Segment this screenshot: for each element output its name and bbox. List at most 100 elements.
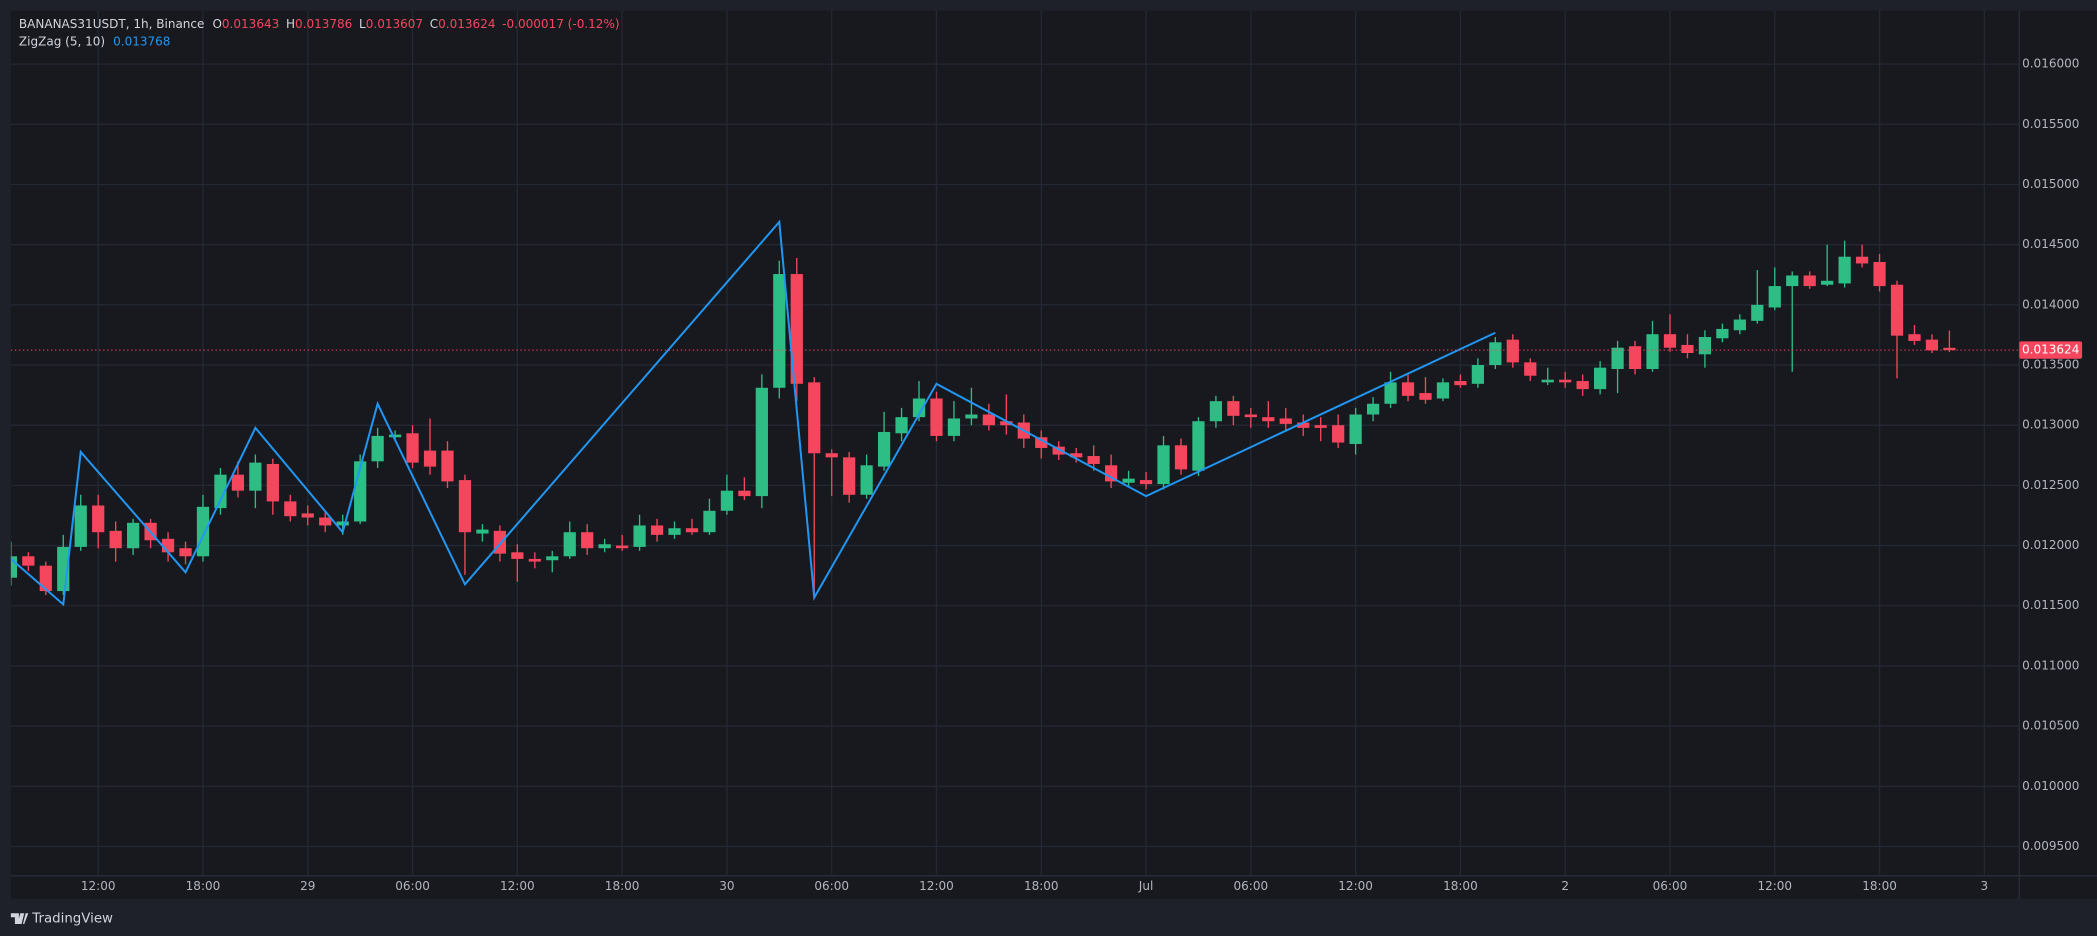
x-tick-label: 06:00 (395, 879, 430, 893)
y-tick-label: 0.012500 (2022, 478, 2079, 492)
candle-body (1035, 437, 1048, 448)
candle-body (1454, 381, 1467, 386)
candle-body (179, 548, 192, 557)
y-tick-label: 0.013000 (2022, 418, 2079, 432)
legend-ohlc: BANANAS31USDT, 1h, Binance O0.013643 H0.01… (19, 17, 620, 31)
candle-body (616, 545, 629, 549)
candle-body (912, 398, 926, 418)
candle-body (738, 490, 751, 497)
y-tick-label: 0.011000 (2022, 658, 2079, 672)
candle-body (406, 433, 419, 463)
candle-body (1541, 379, 1554, 383)
x-tick-label: 12:00 (919, 879, 954, 893)
y-tick-label: 0.010000 (2022, 779, 2079, 793)
candle-body (1768, 286, 1781, 308)
close-value: 0.013624 (438, 17, 495, 31)
y-tick-label: 0.009500 (2022, 839, 2079, 853)
candle-body (22, 556, 35, 566)
zigzag-name: ZigZag (5, 10) (19, 34, 105, 48)
candle-body (1122, 478, 1135, 483)
candle-body (1524, 362, 1537, 376)
y-tick-label: 0.014000 (2022, 297, 2079, 311)
candle-body (860, 465, 873, 495)
candle-body (1139, 480, 1153, 485)
candle-body (668, 528, 681, 535)
candle-body (1576, 381, 1589, 390)
change: -0.000017 (-0.12%) (502, 17, 619, 31)
x-tick-label: 3 (1981, 879, 1989, 893)
candle-body (1244, 414, 1257, 418)
candle-body (1052, 446, 1065, 455)
chart-background (10, 10, 2097, 899)
y-tick-label: 0.015000 (2022, 177, 2079, 191)
candle-body (231, 474, 245, 491)
candle-body (1821, 280, 1834, 285)
candle-body (1594, 367, 1607, 390)
candle-body (755, 387, 768, 497)
x-tick-label: 12:00 (1757, 879, 1792, 893)
candle-body (214, 474, 227, 509)
candle-body (371, 435, 384, 462)
candle-body (773, 274, 786, 388)
candle-body (1663, 334, 1677, 348)
candle-body (1262, 417, 1275, 422)
candle-body (127, 522, 140, 549)
candle-body (1436, 382, 1450, 399)
y-tick-label: 0.015500 (2022, 117, 2079, 131)
candle-body (1925, 339, 1939, 351)
candle-body (895, 417, 908, 434)
logo-mark (10, 913, 29, 924)
candle-body (1157, 445, 1170, 485)
candle-body (1087, 456, 1100, 464)
candle-body (1105, 465, 1118, 482)
candle-body (1401, 382, 1415, 396)
candle-body (1489, 342, 1502, 366)
candle-body (1471, 365, 1484, 384)
x-tick-label: 06:00 (814, 879, 849, 893)
legend-zigzag: ZigZag (5, 10) 0.013768 (19, 34, 171, 48)
x-tick-label: 18:00 (605, 879, 640, 893)
candle-body (877, 431, 891, 467)
candle-body (1000, 421, 1013, 426)
candle-body (92, 505, 105, 533)
candle-body (476, 529, 489, 534)
candle-body (1716, 328, 1729, 339)
y-tick-label: 0.014500 (2022, 237, 2079, 251)
x-tick-label: 18:00 (186, 879, 221, 893)
candle-body (511, 552, 524, 559)
brand: TradingView (31, 912, 113, 927)
candle-body (39, 565, 52, 592)
x-tick-label: Jul (1138, 879, 1154, 893)
candle-body (196, 506, 210, 557)
zigzag-value: 0.013768 (113, 34, 170, 48)
candle-body (1227, 401, 1240, 416)
candle-body (10, 556, 17, 578)
candle-body (1628, 346, 1642, 370)
candle-body (685, 528, 699, 533)
axes: 0.009500 0.010000 0.010500 0.011000 0.011500… (81, 57, 2083, 893)
y-tick-label: 0.011500 (2022, 598, 2079, 612)
candle-body (1751, 304, 1764, 321)
candle-body (458, 480, 472, 533)
x-tick-label: 06:00 (1653, 879, 1688, 893)
y-tick-label: 0.010500 (2022, 719, 2079, 733)
symbol: BANANAS31USDT, 1h, Binance (19, 17, 205, 31)
candle-body (1873, 262, 1886, 287)
candle-body (161, 538, 175, 553)
candle-body (1174, 445, 1188, 470)
candle-body (825, 453, 838, 458)
candle-body (1786, 275, 1799, 287)
logo: TradingView (10, 912, 113, 927)
candle-body (74, 505, 87, 547)
x-tick-label: 29 (300, 879, 315, 893)
open-label: O (212, 17, 221, 31)
candle-body (546, 556, 559, 561)
candle-body (1279, 418, 1292, 424)
candle-body (1803, 275, 1816, 287)
x-tick-label: 30 (719, 879, 734, 893)
candle-body (1209, 401, 1223, 422)
candle-body (703, 510, 716, 533)
candle-body (1332, 425, 1345, 443)
candle-body (1297, 422, 1310, 428)
